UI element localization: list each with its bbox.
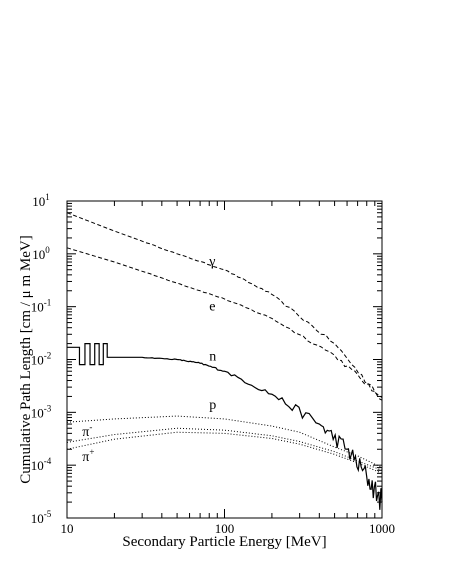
series-line	[67, 343, 383, 510]
tick-layer: 10 100 1000 10-5 10-4 10-3 10-2 10-1 100 101	[31, 192, 395, 536]
x-tick-label: 100	[215, 521, 235, 536]
y-tick-label: 10-2	[31, 351, 52, 368]
series-label: π-	[82, 422, 92, 440]
y-tick-label: 10-1	[31, 298, 52, 315]
y-tick-label: 100	[32, 245, 50, 262]
y-tick-label: 10-4	[31, 456, 52, 473]
series-label: p	[209, 398, 216, 413]
series-layer	[66, 212, 383, 510]
series-line	[66, 415, 383, 469]
x-tick-label: 1000	[369, 521, 395, 536]
x-tick-label: 10	[61, 521, 74, 536]
series-label: n	[209, 350, 216, 365]
y-tick-label: 10-3	[31, 403, 52, 420]
series-line	[66, 431, 383, 474]
series-line	[66, 427, 383, 471]
series-line	[66, 212, 383, 401]
series-label: γ	[208, 255, 215, 270]
x-axis-title: Secondary Particle Energy [MeV]	[122, 534, 326, 550]
y-tick-label: 101	[32, 192, 50, 209]
y-tick-label: 10-5	[31, 509, 52, 526]
series-label: e	[209, 299, 215, 314]
label-layer: γ e n p π-π+	[82, 255, 216, 465]
series-label: π+	[82, 447, 94, 465]
plot-frame	[66, 200, 383, 519]
series-line	[66, 247, 383, 399]
y-axis-title: Cumulative Path Length [cm / μ m MeV]	[18, 235, 34, 483]
